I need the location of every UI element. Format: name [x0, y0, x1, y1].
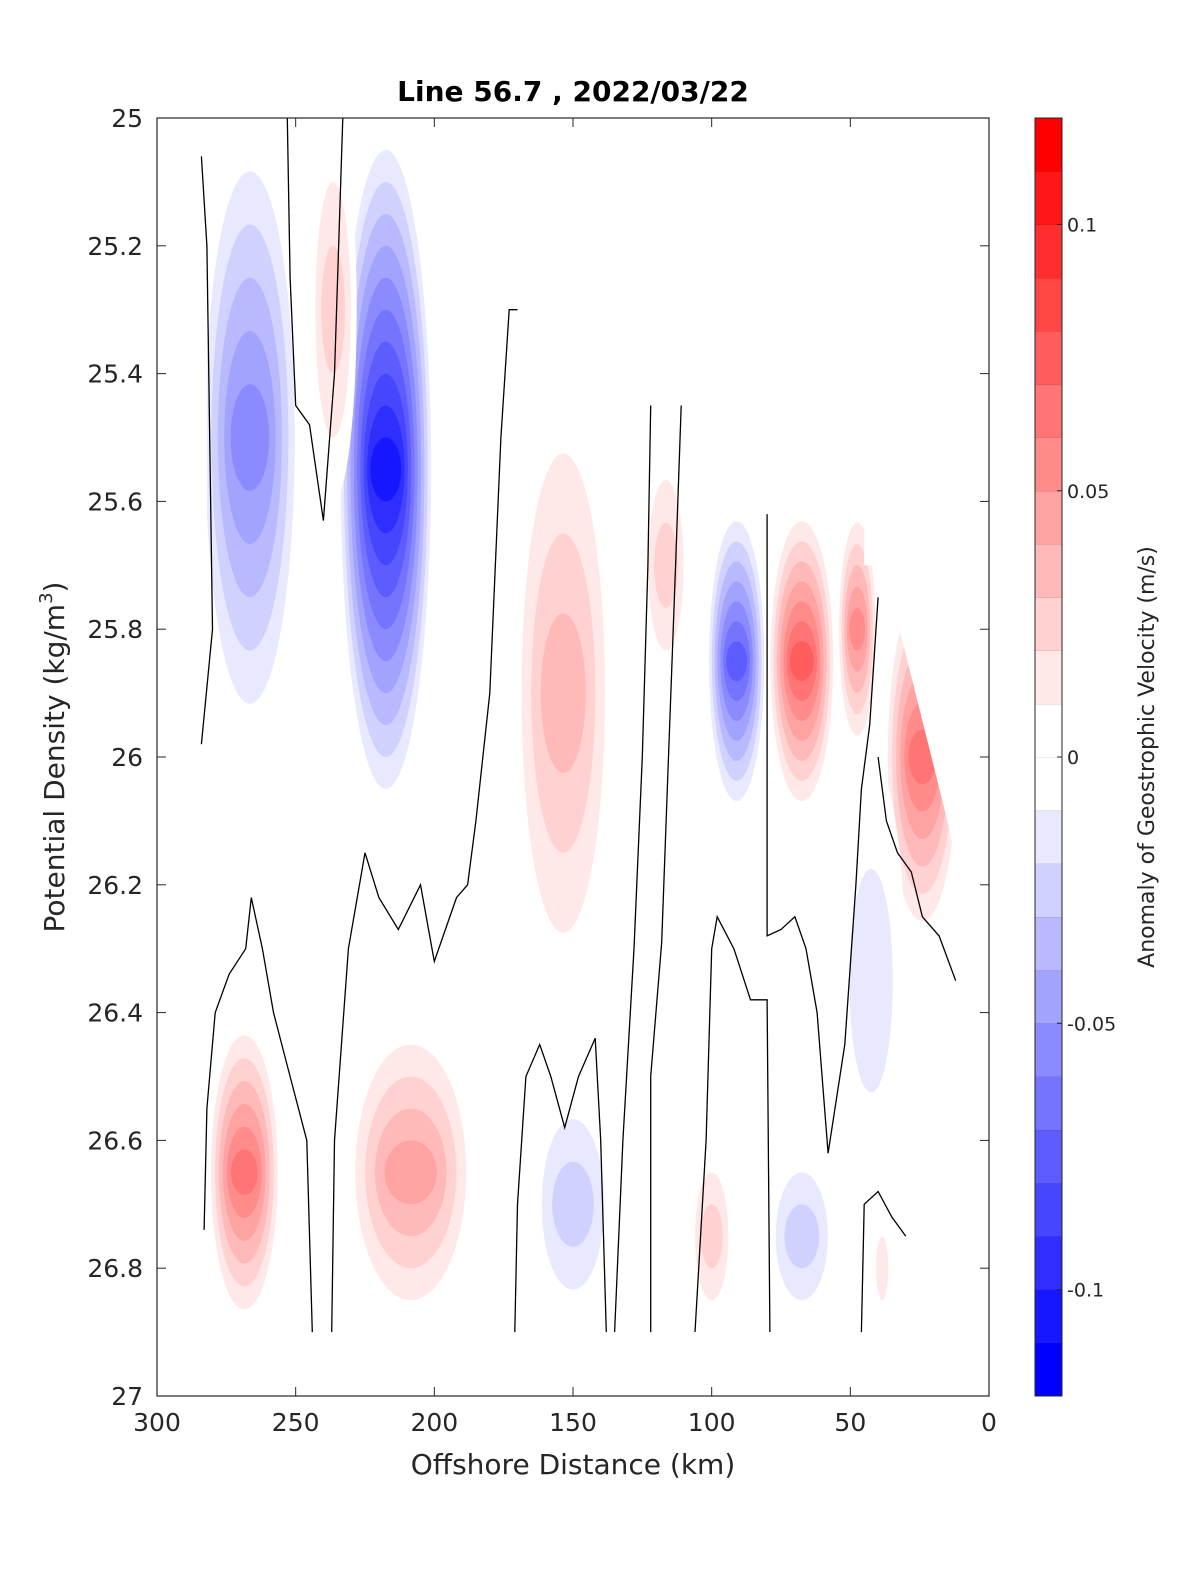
colorbar-level: [1035, 970, 1062, 1024]
colorbar-level: [1035, 1077, 1062, 1131]
y-tick-label: 25: [111, 104, 143, 133]
y-tick-label: 26.8: [87, 1254, 143, 1283]
colorbar-level: [1035, 1183, 1062, 1237]
y-tick-label: 26.6: [87, 1126, 143, 1155]
x-tick-label: 100: [688, 1408, 736, 1437]
contour-level-fill: [726, 641, 747, 681]
colorbar-level: [1035, 171, 1062, 225]
x-axis-title: Offshore Distance (km): [411, 1448, 736, 1481]
colorbar-tick-label: 0.1: [1067, 215, 1097, 237]
contour-level-fill: [541, 613, 586, 773]
y-tick-label: 25.4: [87, 360, 143, 389]
velocity-feature: [706, 501, 767, 821]
contour-level-fill: [784, 1204, 819, 1268]
colorbar-level: [1035, 864, 1062, 918]
colorbar-level: [1035, 278, 1062, 332]
x-tick-label: 200: [410, 1408, 458, 1437]
contour-level-fill: [552, 1162, 594, 1247]
velocity-feature: [310, 118, 357, 501]
colorbar-level: [1035, 384, 1062, 438]
x-tick-label: 50: [834, 1408, 866, 1437]
y-axis-title: Potential Density (kg/m3): [36, 582, 71, 933]
velocity-feature: [767, 501, 836, 821]
y-tick-label: 25.8: [87, 615, 143, 644]
colorbar: 0.1 0.05 0 -0.05 -0.1: [1035, 118, 1116, 1396]
colorbar-tick-label: -0.1: [1067, 1280, 1104, 1302]
colorbar-level: [1035, 544, 1062, 598]
y-tick-label: 26: [111, 743, 143, 772]
chart-title: Line 56.7 , 2022/03/22: [397, 75, 749, 108]
y-tick-label: 25.6: [87, 487, 143, 516]
colorbar-level: [1035, 331, 1062, 385]
contour-level-fill: [231, 384, 269, 491]
colorbar-title: Anomaly of Geostrophic Velocity (m/s): [1135, 546, 1160, 968]
velocity-feature: [512, 374, 615, 1013]
colorbar-level: [1035, 757, 1062, 811]
colorbar-level: [1035, 1023, 1062, 1077]
velocity-feature: [836, 757, 905, 1204]
contour-level-fill: [370, 438, 401, 502]
colorbar-level: [1035, 704, 1062, 758]
contour-level-fill: [321, 246, 345, 374]
x-tick-label: 0: [981, 1408, 997, 1437]
y-axis-title-superscript: 3: [36, 592, 57, 603]
colorbar-level: [1035, 225, 1062, 279]
colorbar-level: [1035, 1343, 1062, 1397]
figure: Line 56.7 , 2022/03/22 300 250 200 150 100 50…: [0, 0, 1200, 1575]
colorbar-level: [1035, 597, 1062, 651]
colorbar-level: [1035, 1290, 1062, 1344]
y-tick-label: 26.4: [87, 999, 143, 1028]
contour-level-fill: [790, 641, 814, 681]
colorbar-tick-label: 0: [1067, 747, 1079, 769]
x-tick-label: 250: [272, 1408, 320, 1437]
colorbar-level: [1035, 810, 1062, 864]
y-axis-title-main: Potential Density (kg/m: [38, 604, 71, 933]
colorbar-ticks: 0.1 0.05 0 -0.05 -0.1: [1057, 215, 1116, 1302]
velocity-feature: [346, 1013, 476, 1333]
contour-level-fill: [385, 1140, 437, 1204]
colorbar-level: [1035, 438, 1062, 492]
x-tick-label: 150: [549, 1408, 597, 1437]
colorbar-level: [1035, 1130, 1062, 1184]
colorbar-level: [1035, 1236, 1062, 1290]
contour-level-fill: [849, 608, 865, 651]
colorbar-level: [1035, 917, 1062, 971]
velocity-feature: [873, 1204, 892, 1332]
y-tick-label: 25.2: [87, 232, 143, 261]
velocity-feature: [767, 1140, 836, 1332]
y-tick-label: 27: [111, 1382, 143, 1411]
velocity-feature: [207, 1013, 282, 1333]
contour-level-fill: [231, 1150, 258, 1196]
colorbar-level: [1035, 491, 1062, 545]
colorbar-tick-label: -0.05: [1067, 1013, 1116, 1035]
contour-level-fill: [876, 1236, 888, 1300]
plot-area: 300 250 200 150 100 50 0 25 25.2 25.4 25.6 25.8 26 2…: [87, 0, 997, 1437]
y-tick-label: 26.2: [87, 871, 143, 900]
x-tick-label: 300: [133, 1408, 181, 1437]
colorbar-tick-label: 0.05: [1067, 481, 1109, 503]
contour-level-fill: [701, 1204, 723, 1268]
y-axis-title-close: ): [38, 582, 71, 593]
contour-level-fill: [849, 869, 892, 1093]
colorbar-level: [1035, 651, 1062, 705]
colorbar-level: [1035, 118, 1062, 172]
velocity-feature: [199, 118, 302, 757]
